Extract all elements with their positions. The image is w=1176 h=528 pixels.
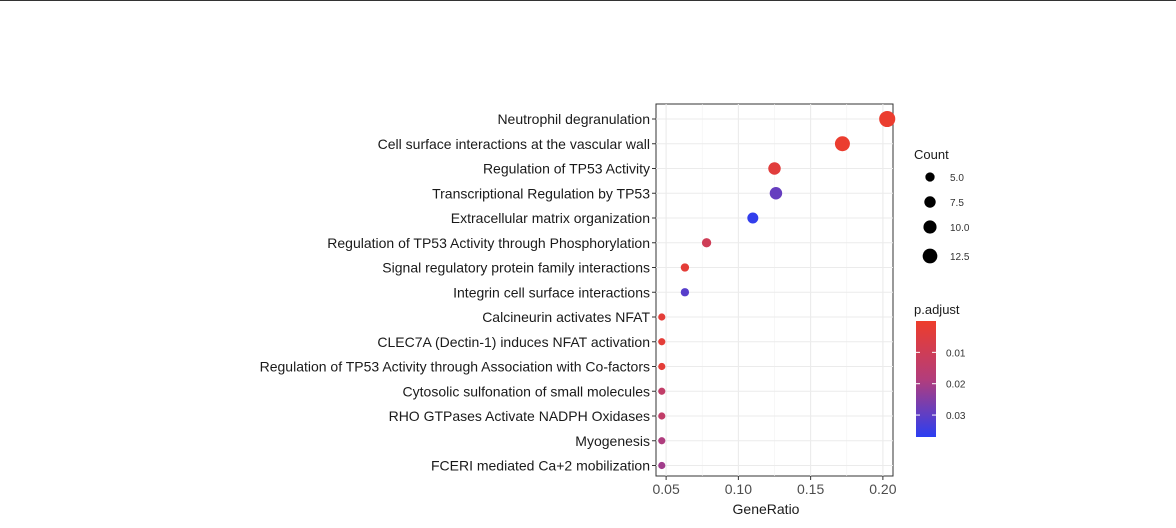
- top-border-line: [0, 0, 1176, 1]
- category-label: Myogenesis: [575, 433, 650, 449]
- category-label: Cell surface interactions at the vascula…: [378, 136, 650, 152]
- category-label: RHO GTPases Activate NADPH Oxidases: [389, 408, 650, 424]
- data-point: [658, 387, 666, 395]
- data-point: [834, 136, 850, 152]
- data-point: [658, 313, 666, 321]
- p-adjust-legend-label: 0.03: [946, 411, 966, 422]
- data-point: [747, 212, 759, 224]
- data-point: [701, 238, 712, 248]
- count-legend-label: 10.0: [950, 223, 970, 234]
- p-adjust-legend-label: 0.01: [946, 348, 966, 359]
- x-tick-label: 0.20: [869, 481, 896, 497]
- p-adjust-legend-title: p.adjust: [914, 302, 960, 317]
- data-point: [768, 162, 781, 175]
- data-point: [658, 461, 666, 470]
- count-legend-title: Count: [914, 147, 949, 162]
- data-point: [658, 412, 666, 420]
- category-label: Calcineurin activates NFAT: [482, 309, 650, 325]
- count-legend-label: 5.0: [950, 173, 964, 184]
- category-label: FCERI mediated Ca+2 mobilization: [431, 458, 650, 474]
- count-legend: Count 5.0 7.5 10.0 12.5: [914, 147, 970, 264]
- category-label: Signal regulatory protein family interac…: [382, 260, 650, 276]
- category-labels: Neutrophil degranulation Cell surface int…: [260, 111, 656, 474]
- count-legend-key: [924, 196, 936, 208]
- count-legend-label: 7.5: [950, 198, 964, 209]
- x-tick-label: 0.10: [725, 481, 752, 497]
- x-tick-label: 0.15: [797, 481, 824, 497]
- x-tick-label: 0.05: [652, 481, 679, 497]
- count-legend-key: [923, 220, 937, 234]
- x-axis-ticks: 0.05 0.10 0.15 0.20: [652, 476, 897, 497]
- count-legend-key: [925, 172, 935, 182]
- category-label: Transcriptional Regulation by TP53: [432, 185, 650, 201]
- data-points: [658, 110, 896, 470]
- category-label: Cytosolic sulfonation of small molecules: [403, 383, 650, 399]
- category-label: Neutrophil degranulation: [497, 111, 650, 127]
- category-label: Integrin cell surface interactions: [453, 284, 650, 300]
- x-axis-title: GeneRatio: [733, 501, 800, 517]
- count-legend-key: [922, 248, 938, 264]
- data-point: [658, 362, 666, 371]
- p-adjust-legend-label: 0.02: [946, 380, 966, 391]
- p-adjust-colorbar: [916, 321, 936, 437]
- data-point: [658, 437, 666, 445]
- category-label: Regulation of TP53 Activity: [483, 161, 650, 177]
- data-point: [680, 263, 690, 272]
- data-point: [680, 288, 690, 297]
- category-label: Regulation of TP53 Activity through Asso…: [260, 359, 650, 375]
- data-point: [769, 187, 783, 200]
- count-legend-label: 12.5: [950, 252, 970, 263]
- p-adjust-legend: p.adjust 0.01 0.02 0.03: [914, 302, 966, 437]
- data-point: [658, 338, 666, 346]
- grid-lines: [656, 104, 893, 476]
- data-point: [879, 110, 896, 128]
- category-label: Regulation of TP53 Activity through Phos…: [327, 235, 650, 251]
- category-label: Extracellular matrix organization: [451, 210, 650, 226]
- category-label: CLEC7A (Dectin-1) induces NFAT activatio…: [377, 334, 650, 350]
